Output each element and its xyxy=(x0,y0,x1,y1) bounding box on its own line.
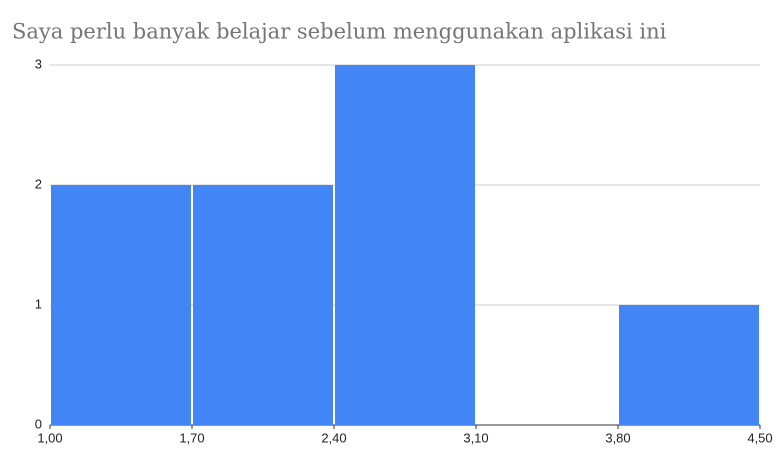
bar xyxy=(193,185,333,425)
chart-title: Saya perlu banyak belajar sebelum menggu… xyxy=(12,20,667,44)
y-tick-label: 0 xyxy=(35,416,42,431)
bar xyxy=(335,65,475,425)
x-tick-label: 3,10 xyxy=(463,430,488,445)
bar xyxy=(619,305,759,425)
x-tick-label: 2,40 xyxy=(321,430,346,445)
x-tick-label: 1,00 xyxy=(37,430,62,445)
y-tick-label: 2 xyxy=(35,176,42,191)
x-tick-label: 1,70 xyxy=(179,430,204,445)
x-tick-label: 4,50 xyxy=(747,430,772,445)
y-tick-label: 1 xyxy=(35,296,42,311)
x-tick-label: 3,80 xyxy=(605,430,630,445)
bar xyxy=(51,185,191,425)
y-tick-label: 3 xyxy=(35,56,42,71)
